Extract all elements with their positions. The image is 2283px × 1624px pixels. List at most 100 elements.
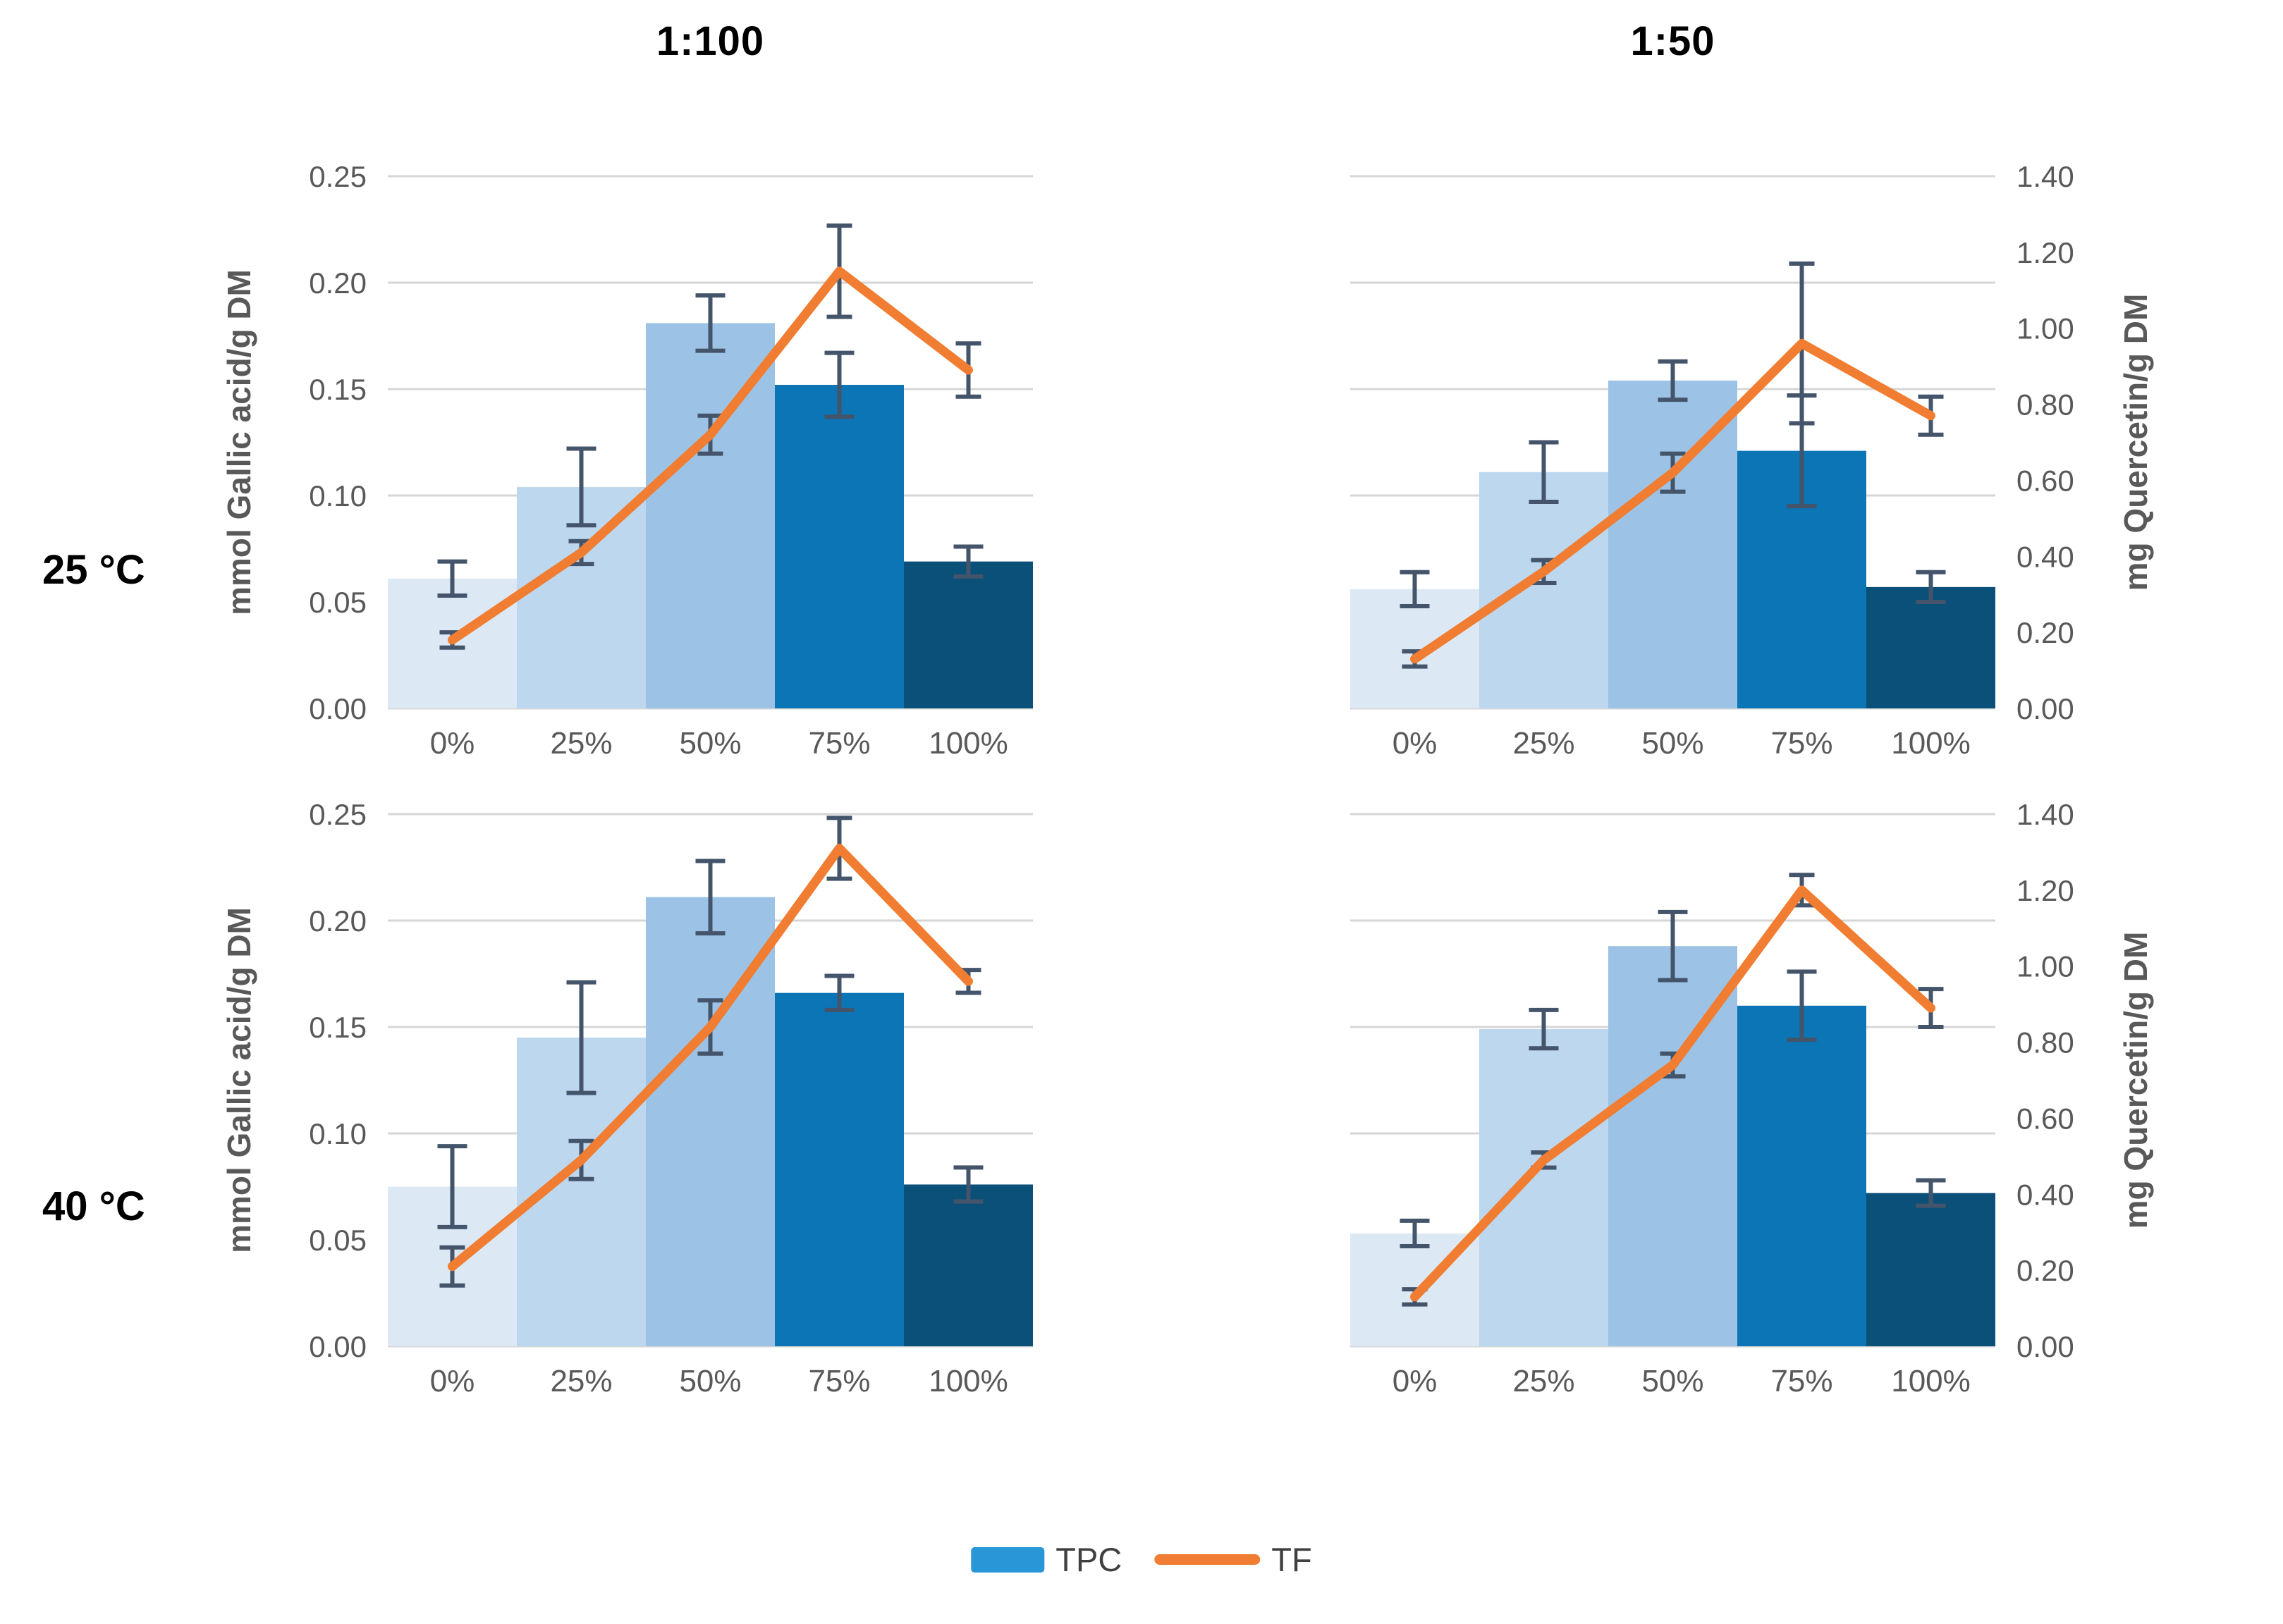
tick-label: 1.00 <box>2016 950 2074 983</box>
tick-label: 0.15 <box>309 373 367 406</box>
combo-chart-svg: 0.00 0.05 0.10 0.15 0.20 0.25 0% 25% 50% 75% 100% m… <box>221 160 1033 761</box>
tf-line <box>1410 885 1935 1302</box>
legend-item-tpc: TPC <box>971 1540 1122 1579</box>
tf-line-swatch-icon <box>1154 1554 1261 1565</box>
combo-chart-svg: 0.00 0.20 0.40 0.60 0.80 1.00 1.20 1.40 0% 25% 50%… <box>1350 798 2154 1398</box>
tick-label: 0.20 <box>309 904 367 937</box>
tpc-bar <box>1479 1029 1608 1346</box>
x-tick-label: 50% <box>679 726 741 761</box>
x-axis-tick-labels: 0% 25% 50% 75% 100% <box>1393 1364 1971 1398</box>
row-label-25c: 25 °C <box>42 547 145 593</box>
x-tick-label: 25% <box>550 1364 612 1398</box>
left-axis-title: mmol Gallic acid/g DM <box>221 907 257 1253</box>
tick-label: 1.20 <box>2016 874 2074 907</box>
column-title-ratio-1-100: 1:100 <box>656 18 765 64</box>
legend: TPC TF <box>971 1540 1312 1579</box>
tpc-bars <box>388 323 1033 708</box>
tick-label: 1.40 <box>2016 160 2074 193</box>
tick-label: 0.40 <box>2016 1178 2074 1211</box>
tick-label: 0.10 <box>309 1117 367 1150</box>
left-axis-tick-labels: 0.00 0.05 0.10 0.15 0.20 0.25 <box>309 160 367 725</box>
tf-line <box>448 844 973 1272</box>
x-tick-label: 25% <box>1512 726 1574 761</box>
chart-panel-40c-1to50: 0.00 0.20 0.40 0.60 0.80 1.00 1.20 1.40 0% 25% 50%… <box>1335 744 2272 1410</box>
x-tick-label: 75% <box>808 1364 870 1398</box>
combo-chart-svg: 0.00 0.20 0.40 0.60 0.80 1.00 1.20 1.40 0% 25% 50%… <box>1350 160 2154 761</box>
x-tick-label: 100% <box>929 726 1008 761</box>
tick-label: 0.20 <box>309 266 367 300</box>
x-tick-label: 100% <box>1891 1364 1971 1398</box>
tpc-bar-swatch-icon <box>971 1546 1045 1573</box>
legend-item-tf: TF <box>1154 1540 1312 1579</box>
tpc-error-bars <box>437 859 984 1229</box>
x-tick-label: 75% <box>808 726 870 761</box>
x-tick-label: 0% <box>1393 726 1438 761</box>
tpc-bar <box>1866 586 1995 708</box>
tick-label: 0.20 <box>2016 616 2074 649</box>
tpc-error-bars <box>1400 909 1946 1249</box>
x-tick-label: 75% <box>1770 726 1832 761</box>
x-tick-label: 0% <box>430 1364 475 1398</box>
chart-panel-40c-1to100: 0.00 0.05 0.10 0.15 0.20 0.25 0% 25% 50% 75% 100% m… <box>190 744 1051 1410</box>
chart-panel-25c-1to50: 0.00 0.20 0.40 0.60 0.80 1.00 1.20 1.40 0% 25% 50%… <box>1335 106 2272 772</box>
tpc-bars <box>1350 946 1995 1346</box>
tick-label: 0.25 <box>309 160 367 193</box>
tpc-bar <box>1866 1193 1995 1346</box>
x-axis-tick-labels: 0% 25% 50% 75% 100% <box>430 1364 1008 1398</box>
tick-label: 0.80 <box>2016 1026 2074 1059</box>
x-axis-tick-labels: 0% 25% 50% 75% 100% <box>430 726 1008 761</box>
tpc-bar <box>904 1184 1033 1346</box>
combo-chart-svg: 0.00 0.05 0.10 0.15 0.20 0.25 0% 25% 50% 75% 100% m… <box>221 798 1033 1398</box>
left-axis-tick-labels: 0.00 0.05 0.10 0.15 0.20 0.25 <box>309 798 367 1363</box>
tick-label: 0.10 <box>309 479 367 512</box>
chart-panel-25c-1to100: 0.00 0.05 0.10 0.15 0.20 0.25 0% 25% 50% 75% 100% m… <box>190 106 1051 772</box>
tf-line <box>1410 338 1935 664</box>
tick-label: 0.40 <box>2016 540 2074 573</box>
tpc-error-bars <box>1400 359 1946 609</box>
tick-label: 0.80 <box>2016 388 2074 422</box>
tpc-error-bars <box>437 293 984 598</box>
x-tick-label: 50% <box>1641 1364 1703 1398</box>
tpc-bar <box>1737 1005 1866 1346</box>
tick-label: 0.15 <box>309 1011 367 1044</box>
tick-label: 0.00 <box>309 1330 367 1363</box>
tick-label: 0.25 <box>309 798 367 831</box>
tpc-bars <box>1350 380 1995 708</box>
row-label-40c: 40 °C <box>42 1183 145 1229</box>
tpc-bars <box>388 897 1033 1346</box>
right-axis-tick-labels: 0.00 0.20 0.40 0.60 0.80 1.00 1.20 1.40 <box>2016 160 2074 725</box>
tick-label: 0.05 <box>309 586 367 619</box>
x-axis-tick-labels: 0% 25% 50% 75% 100% <box>1393 726 1971 761</box>
tick-label: 1.20 <box>2016 236 2074 269</box>
tick-label: 0.60 <box>2016 1102 2074 1135</box>
tick-label: 0.60 <box>2016 464 2074 497</box>
tpc-bar <box>1479 472 1608 708</box>
x-tick-label: 25% <box>1512 1364 1574 1398</box>
tick-label: 0.05 <box>309 1224 367 1257</box>
tick-label: 0.00 <box>309 692 367 725</box>
x-tick-label: 75% <box>1770 1364 1832 1398</box>
column-title-ratio-1-50: 1:50 <box>1630 18 1715 64</box>
right-axis-tick-labels: 0.00 0.20 0.40 0.60 0.80 1.00 1.20 1.40 <box>2016 798 2074 1363</box>
tick-label: 1.00 <box>2016 312 2074 345</box>
legend-label-tf: TF <box>1271 1541 1312 1578</box>
right-axis-title: mg Quercetin/g DM <box>2117 932 2154 1229</box>
tpc-bar <box>775 384 904 708</box>
x-tick-label: 50% <box>679 1364 741 1398</box>
right-axis-title: mg Quercetin/g DM <box>2117 294 2154 591</box>
tick-label: 1.40 <box>2016 798 2074 831</box>
tick-label: 0.00 <box>2016 1330 2074 1363</box>
tpc-bar <box>775 992 904 1346</box>
x-tick-label: 50% <box>1641 726 1703 761</box>
x-tick-label: 25% <box>550 726 612 761</box>
tf-line <box>448 266 973 645</box>
tpc-bar <box>1350 589 1479 708</box>
legend-label-tpc: TPC <box>1055 1541 1122 1578</box>
left-axis-title: mmol Gallic acid/g DM <box>221 269 257 615</box>
tpc-bar <box>904 561 1033 708</box>
tick-label: 0.00 <box>2016 692 2074 725</box>
x-tick-label: 100% <box>1891 726 1971 761</box>
x-tick-label: 0% <box>430 726 475 761</box>
tick-label: 0.20 <box>2016 1254 2074 1287</box>
